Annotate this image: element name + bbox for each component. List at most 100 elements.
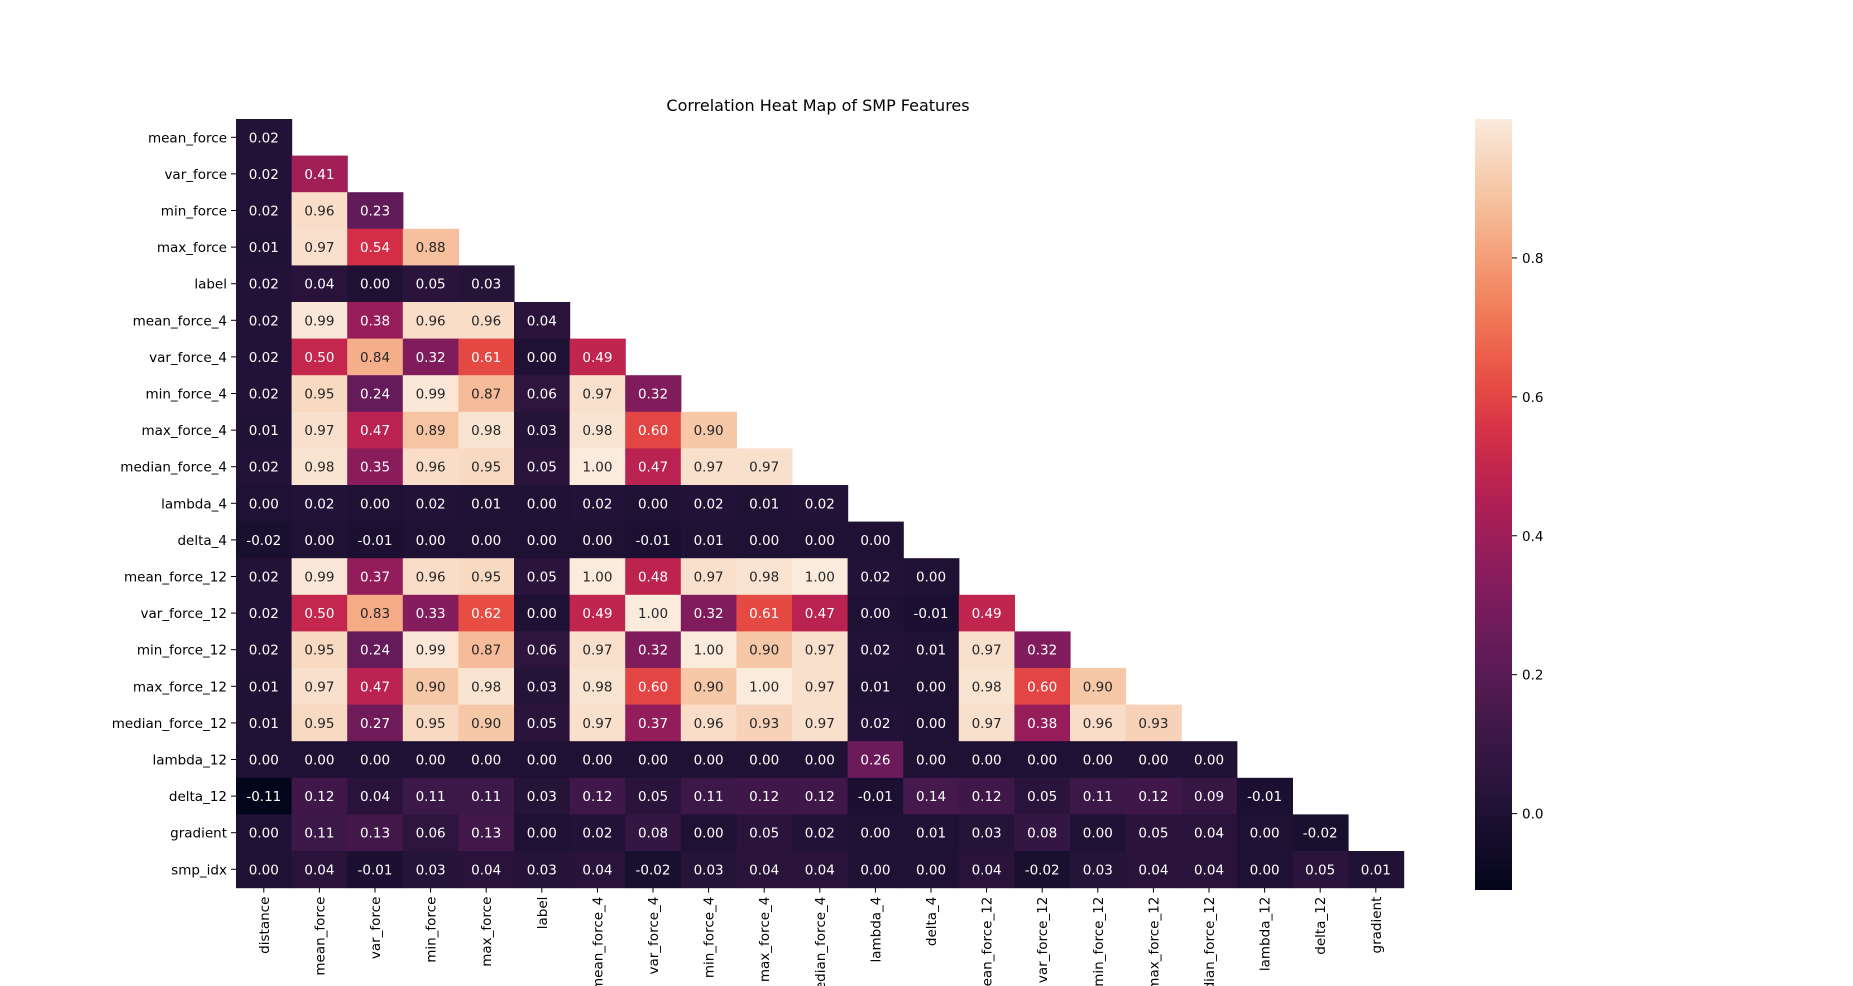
cell-value-label: 1.00 — [694, 643, 724, 659]
cell-value-label: 0.23 — [360, 204, 390, 220]
cell-value-label: 0.00 — [1083, 826, 1113, 842]
cell-value-label: 0.83 — [360, 606, 390, 622]
cell-value-label: 0.02 — [304, 496, 334, 512]
heatmap-cell — [1014, 741, 1071, 779]
cell-value-label: 0.84 — [360, 350, 390, 366]
cell-value-label: 0.04 — [805, 862, 835, 878]
cell-value-label: 0.00 — [916, 679, 946, 695]
chart-title: Correlation Heat Map of SMP Features — [666, 96, 969, 115]
cell-value-label: 0.13 — [360, 826, 390, 842]
y-tick-label: label — [194, 277, 227, 293]
cell-value-label: 0.41 — [304, 167, 334, 183]
y-tick-label: var_force_4 — [149, 350, 227, 366]
cell-value-label: 0.97 — [304, 240, 334, 256]
heatmap-cell — [291, 228, 348, 266]
heatmap-cell — [1070, 704, 1127, 742]
y-tick-label: max_force_4 — [142, 423, 228, 439]
heatmap-cell — [514, 521, 571, 559]
heatmap-cell — [402, 265, 459, 303]
x-tick-label: median_force_12 — [1202, 897, 1218, 986]
heatmap-cell — [625, 594, 682, 632]
cell-value-label: 0.12 — [805, 789, 835, 805]
cell-value-label: 0.38 — [1027, 716, 1057, 732]
heatmap-cell — [402, 521, 459, 559]
heatmap-cell — [792, 631, 849, 669]
heatmap-cell — [1181, 814, 1238, 852]
cell-value-label: 0.49 — [582, 606, 612, 622]
cell-value-label: 0.61 — [749, 606, 779, 622]
heatmap-cell — [680, 851, 737, 889]
heatmap-cell — [291, 338, 348, 376]
heatmap-cell — [625, 777, 682, 815]
heatmap-cell — [402, 558, 459, 596]
cell-value-label: 0.00 — [582, 753, 612, 769]
cell-value-label: 0.05 — [1305, 862, 1335, 878]
cell-value-label: 0.90 — [694, 679, 724, 695]
cell-value-label: 0.09 — [1194, 789, 1224, 805]
x-tick-label: var_force — [368, 897, 384, 960]
heatmap-cell — [458, 668, 515, 706]
heatmap-cell — [569, 594, 626, 632]
cell-value-label: 1.00 — [582, 570, 612, 586]
cell-value-label: 1.00 — [638, 606, 668, 622]
cell-value-label: 0.97 — [304, 679, 334, 695]
cell-value-label: 0.00 — [471, 753, 501, 769]
cell-value-label: 0.97 — [805, 716, 835, 732]
heatmap-cell — [291, 411, 348, 449]
cell-value-label: 0.95 — [471, 460, 501, 476]
heatmap-cell — [291, 265, 348, 303]
heatmap-cell — [291, 631, 348, 669]
cell-value-label: 0.97 — [694, 570, 724, 586]
cell-value-label: 0.89 — [416, 423, 446, 439]
cell-value-label: 0.90 — [749, 643, 779, 659]
cell-value-label: 0.02 — [249, 167, 279, 183]
heatmap-cell — [903, 631, 960, 669]
cell-value-label: 0.98 — [582, 423, 612, 439]
cell-value-label: 0.37 — [638, 716, 668, 732]
cell-value-label: 0.90 — [694, 423, 724, 439]
cell-value-label: 0.00 — [1138, 753, 1168, 769]
heatmap-cell — [625, 668, 682, 706]
cell-value-label: 0.14 — [916, 789, 946, 805]
heatmap-cell — [680, 741, 737, 779]
cell-value-label: 0.50 — [304, 606, 334, 622]
colorbar-tick-label: 0.0 — [1522, 807, 1543, 823]
heatmap-cell — [291, 777, 348, 815]
heatmap-cell — [402, 411, 459, 449]
cell-value-label: 0.02 — [249, 387, 279, 403]
heatmap-cell — [736, 631, 793, 669]
y-tick-label: var_force_12 — [141, 606, 227, 622]
cell-value-label: 0.00 — [1250, 862, 1280, 878]
heatmap-cell — [680, 594, 737, 632]
heatmap-cell — [291, 814, 348, 852]
heatmap-cell — [1014, 668, 1071, 706]
heatmap-cell — [1014, 631, 1071, 669]
heatmap-cell — [625, 375, 682, 413]
cell-value-label: 0.90 — [1083, 679, 1113, 695]
cell-value-label: 0.00 — [805, 533, 835, 549]
cell-value-label: 0.00 — [249, 862, 279, 878]
cell-value-label: 0.00 — [694, 753, 724, 769]
x-tick-label: lambda_12 — [1258, 897, 1274, 972]
heatmap-cell — [736, 448, 793, 486]
cell-value-label: 0.01 — [471, 496, 501, 512]
cell-value-label: -0.01 — [358, 862, 393, 878]
cell-value-label: 0.97 — [749, 460, 779, 476]
cell-value-label: 0.11 — [694, 789, 724, 805]
heatmap-cell — [347, 704, 404, 742]
heatmap-cell — [347, 558, 404, 596]
x-tick-label: delta_12 — [1313, 897, 1329, 955]
cell-value-label: -0.01 — [914, 606, 949, 622]
heatmap-cell — [291, 741, 348, 779]
colorbar: 0.0 0.2 0.4 0.6 0.8 — [1475, 119, 1543, 890]
heatmap-cell — [569, 485, 626, 523]
cell-value-label: 0.00 — [860, 533, 890, 549]
heatmap-cell — [847, 777, 904, 815]
cell-value-label: 0.12 — [749, 789, 779, 805]
heatmap-cell — [625, 558, 682, 596]
heatmap-cell — [514, 594, 571, 632]
cell-value-label: -0.01 — [358, 533, 393, 549]
cell-value-label: 0.97 — [694, 460, 724, 476]
cell-value-label: 0.04 — [304, 277, 334, 293]
